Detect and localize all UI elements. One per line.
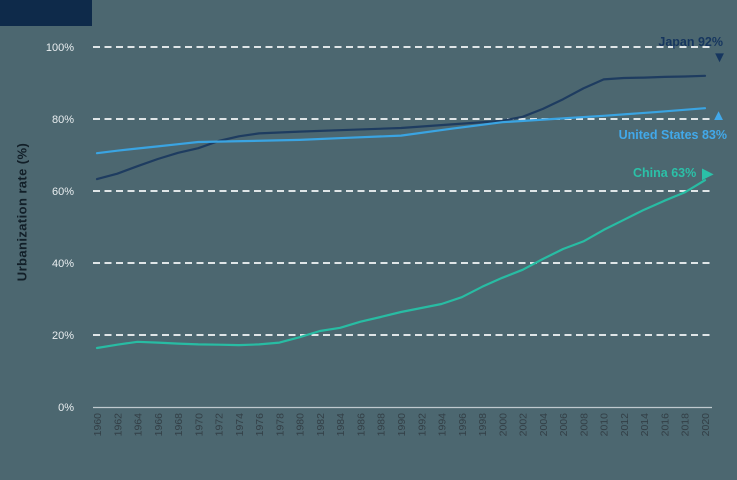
corner-accent-block <box>0 0 92 26</box>
x-tick-label: 1978 <box>274 413 286 437</box>
x-tick-label: 1972 <box>214 413 226 437</box>
x-tick-label: 2020 <box>700 413 712 437</box>
series-line-united-states <box>95 107 707 155</box>
china-right-triangle-marker: ▶ <box>702 165 713 181</box>
x-tick-label: 1992 <box>416 413 428 437</box>
japan-end-label: Japan 92% <box>658 35 723 49</box>
x-tick-label: 2014 <box>639 413 651 437</box>
china-end-label: China 63% <box>633 166 697 180</box>
x-tick-label: 1984 <box>335 413 347 437</box>
x-tick-label: 1982 <box>315 413 327 437</box>
x-tick-label: 1964 <box>133 413 145 437</box>
x-tick-label: 2010 <box>599 413 611 437</box>
x-tick-label: 2018 <box>680 413 692 437</box>
x-tick-label: 1986 <box>355 413 367 437</box>
x-tick-label: 1994 <box>437 413 449 437</box>
x-tick-label: 2012 <box>619 413 631 437</box>
y-tick-label: 0% <box>58 402 74 414</box>
china-end-annotation: China 63% ▶ <box>633 166 713 180</box>
x-tick-label: 2000 <box>497 413 509 437</box>
united-states-up-triangle-marker: ▲ <box>711 107 726 124</box>
x-tick-label: 1974 <box>234 413 246 437</box>
x-tick-label: 1990 <box>396 413 408 437</box>
series-line-china <box>95 179 707 350</box>
x-tick-label: 1996 <box>457 413 469 437</box>
x-tick-label: 2008 <box>578 413 590 437</box>
x-tick-label: 2002 <box>518 413 530 437</box>
y-tick-label: 60% <box>52 186 74 198</box>
x-tick-label: 1980 <box>295 413 307 437</box>
y-tick-label: 20% <box>52 330 74 342</box>
x-tick-label: 1976 <box>254 413 266 437</box>
y-tick-label: 80% <box>52 114 74 126</box>
x-tick-label: 1968 <box>173 413 185 437</box>
x-tick-label: 1998 <box>477 413 489 437</box>
x-tick-label: 2016 <box>659 413 671 437</box>
x-tick-label: 2004 <box>538 413 550 437</box>
x-tick-label: 1966 <box>153 413 165 437</box>
united-states-end-label: United States 83% <box>618 128 727 142</box>
x-tick-label: 2006 <box>558 413 570 437</box>
x-tick-label: 1988 <box>376 413 388 437</box>
x-tick-label: 1970 <box>193 413 205 437</box>
y-tick-label: 40% <box>52 258 74 270</box>
japan-down-triangle-marker: ▼ <box>712 49 727 66</box>
y-tick-label: 100% <box>46 42 74 54</box>
series-line-japan <box>95 74 707 181</box>
x-tick-label: 1960 <box>92 413 104 437</box>
x-tick-label: 1962 <box>112 413 124 437</box>
